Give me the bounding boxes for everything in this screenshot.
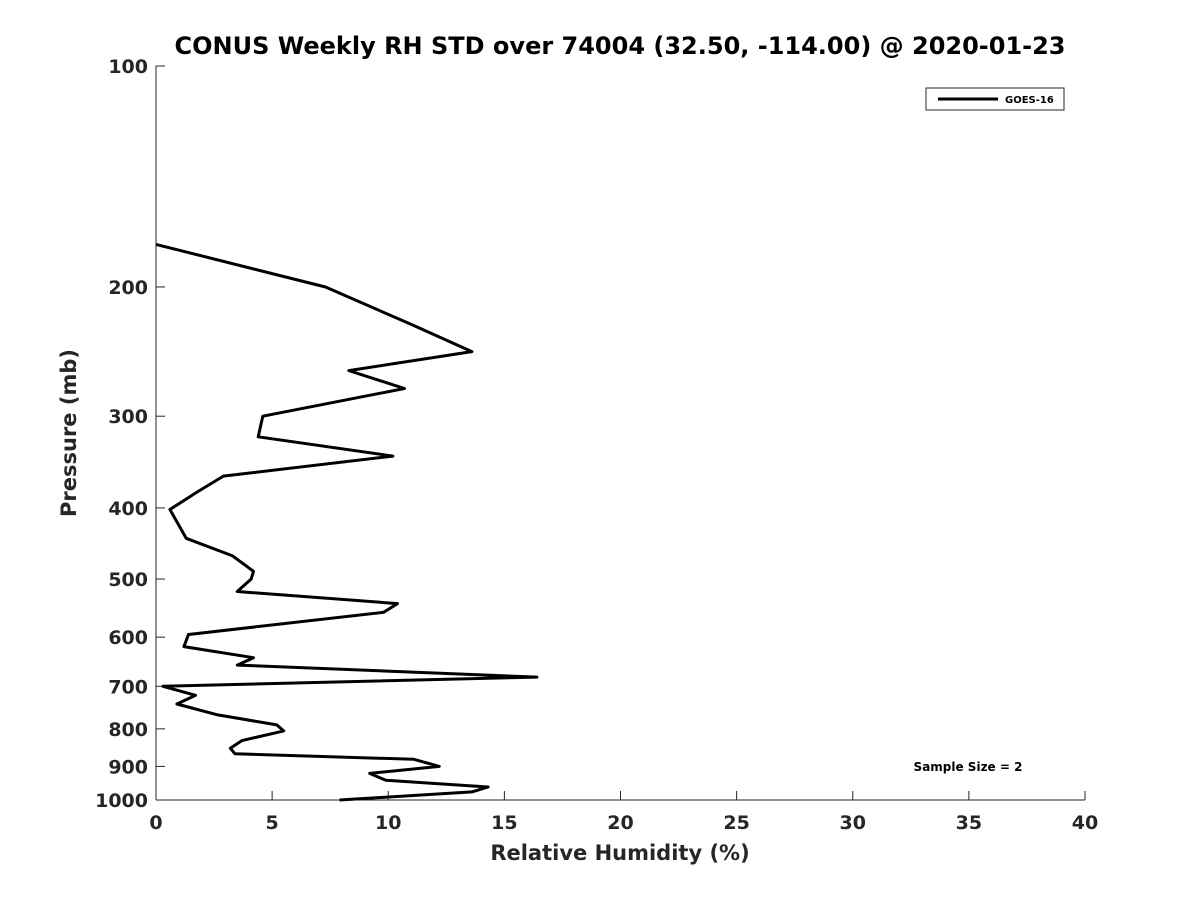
sample-size-annotation: Sample Size = 2 — [914, 760, 1023, 774]
x-axis-ticks: 0 5 10 15 20 25 30 35 40 — [149, 791, 1098, 834]
x-tick-label: 25 — [723, 812, 749, 834]
y-tick-label: 700 — [108, 676, 148, 698]
chart-title: CONUS Weekly RH STD over 74004 (32.50, -… — [174, 32, 1065, 60]
y-tick-label: 300 — [108, 406, 148, 428]
legend: GOES-16 — [925, 87, 1065, 111]
y-tick-label: 900 — [108, 756, 148, 778]
y-tick-label: 600 — [108, 627, 148, 649]
y-tick-label: 200 — [108, 277, 148, 299]
y-tick-label: 400 — [108, 498, 148, 520]
x-tick-label: 15 — [491, 812, 517, 834]
axes-background — [156, 66, 1085, 800]
x-tick-label: 35 — [956, 812, 982, 834]
x-tick-label: 30 — [840, 812, 866, 834]
y-tick-label: 1000 — [95, 790, 148, 812]
x-tick-label: 20 — [607, 812, 633, 834]
x-tick-label: 40 — [1072, 812, 1098, 834]
legend-entry-goes-16: GOES-16 — [1005, 95, 1054, 106]
x-tick-label: 0 — [149, 812, 162, 834]
x-tick-label: 5 — [266, 812, 279, 834]
y-tick-label: 800 — [108, 719, 148, 741]
y-axis-ticks: 100 200 300 400 500 600 700 800 900 1000 — [95, 56, 165, 812]
y-tick-label: 500 — [108, 569, 148, 591]
y-tick-label: 100 — [108, 56, 148, 78]
x-tick-label: 10 — [375, 812, 401, 834]
y-axis-label: Pressure (mb) — [57, 349, 81, 517]
x-axis-label: Relative Humidity (%) — [490, 841, 749, 865]
plot-area: 0 5 10 15 20 25 30 35 40 100 200 300 400 500 600 700 80… — [95, 56, 1098, 834]
series-line-goes-16 — [155, 242, 539, 802]
